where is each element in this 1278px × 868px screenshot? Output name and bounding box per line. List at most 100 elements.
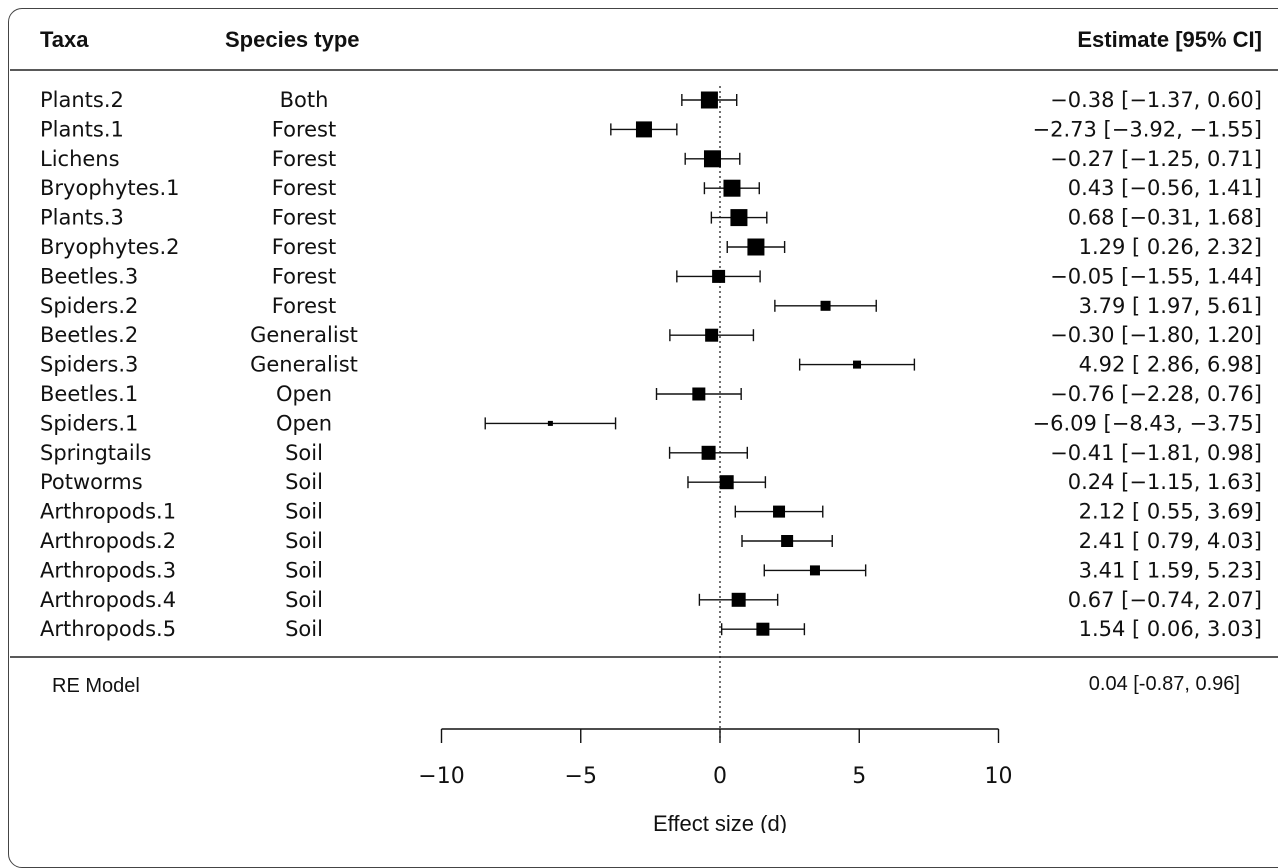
study-row: Plants.1 Forest −2.73 [−3.92, −1.55] <box>40 117 1262 141</box>
estimate-square <box>700 91 718 109</box>
species-type-label: Soil <box>285 558 323 582</box>
estimate-square <box>853 360 862 369</box>
estimate-square <box>809 565 820 576</box>
estimate-text: −0.27 [−1.25, 0.71] <box>1050 147 1262 171</box>
estimate-text: 0.68 [−0.31, 1.68] <box>1068 206 1262 230</box>
taxa-label: Arthropods.2 <box>40 529 176 553</box>
species-type-label: Forest <box>272 117 336 141</box>
estimate-text: −0.41 [−1.81, 0.98] <box>1050 441 1262 465</box>
taxa-label: Bryophytes.2 <box>40 235 180 259</box>
x-tick-label: 10 <box>985 764 1013 789</box>
study-row: Plants.3 Forest 0.68 [−0.31, 1.68] <box>40 206 1262 230</box>
estimate-square <box>703 150 721 168</box>
species-type-label: Soil <box>285 470 323 494</box>
species-type-label: Soil <box>285 588 323 612</box>
estimate-text: −0.30 [−1.80, 1.20] <box>1050 323 1262 347</box>
species-type-label: Forest <box>272 294 336 318</box>
study-row: Potworms Soil 0.24 [−1.15, 1.63] <box>40 470 1262 494</box>
estimate-square <box>705 328 719 342</box>
header-species-type: Species type <box>225 27 360 52</box>
species-type-label: Soil <box>285 441 323 465</box>
species-type-label: Forest <box>272 147 336 171</box>
taxa-label: Spiders.1 <box>40 411 138 435</box>
x-tick-label: 5 <box>852 764 866 789</box>
taxa-label: Plants.3 <box>40 206 124 230</box>
species-type-label: Both <box>280 88 329 112</box>
estimate-square <box>719 475 734 490</box>
estimate-square <box>756 622 770 636</box>
estimate-square <box>731 592 746 607</box>
species-type-label: Open <box>276 382 332 406</box>
study-row: Spiders.2 Forest 3.79 [ 1.97, 5.61] <box>40 294 1262 318</box>
estimate-square <box>747 238 765 256</box>
species-type-label: Soil <box>285 500 323 524</box>
species-type-label: Forest <box>272 235 336 259</box>
estimate-square <box>692 387 706 401</box>
estimate-square <box>723 179 741 197</box>
taxa-label: Plants.1 <box>40 117 124 141</box>
estimate-text: 1.29 [ 0.26, 2.32] <box>1079 235 1262 259</box>
x-tick-label: −5 <box>565 764 597 789</box>
study-row: Arthropods.1 Soil 2.12 [ 0.55, 3.69] <box>40 500 1262 524</box>
estimate-text: 1.54 [ 0.06, 3.03] <box>1079 617 1262 641</box>
estimate-text: 2.12 [ 0.55, 3.69] <box>1079 500 1262 524</box>
taxa-label: Arthropods.3 <box>40 558 176 582</box>
species-type-label: Forest <box>272 176 336 200</box>
estimate-text: 4.92 [ 2.86, 6.98] <box>1079 353 1262 377</box>
species-type-label: Generalist <box>250 323 358 347</box>
species-type-label: Forest <box>272 206 336 230</box>
x-tick-label: 0 <box>713 764 727 789</box>
study-row: Spiders.1 Open −6.09 [−8.43, −3.75] <box>40 411 1262 435</box>
study-row: Springtails Soil −0.41 [−1.81, 0.98] <box>40 441 1262 465</box>
estimate-text: 0.67 [−0.74, 2.07] <box>1068 588 1262 612</box>
estimate-text: −0.05 [−1.55, 1.44] <box>1050 264 1262 288</box>
study-row: Bryophytes.1 Forest 0.43 [−0.56, 1.41] <box>40 176 1262 200</box>
taxa-label: Lichens <box>40 147 120 171</box>
study-row: Bryophytes.2 Forest 1.29 [ 0.26, 2.32] <box>40 235 1262 259</box>
taxa-label: Bryophytes.1 <box>40 176 180 200</box>
taxa-label: Spiders.2 <box>40 294 138 318</box>
taxa-label: Arthropods.5 <box>40 617 176 641</box>
estimate-square <box>712 269 726 283</box>
forest-plot: Taxa Species type Estimate [95% CI] Plan… <box>10 27 1278 833</box>
taxa-label: Beetles.1 <box>40 382 138 406</box>
study-row: Arthropods.5 Soil 1.54 [ 0.06, 3.03] <box>40 617 1262 641</box>
estimate-text: 3.41 [ 1.59, 5.23] <box>1079 558 1262 582</box>
x-axis: −10 −5 0 5 10 <box>418 728 1013 789</box>
estimate-square <box>635 121 652 138</box>
taxa-label: Spiders.3 <box>40 353 138 377</box>
estimate-square <box>730 209 748 227</box>
estimate-text: −6.09 [−8.43, −3.75] <box>1033 411 1262 435</box>
estimate-text: 0.24 [−1.15, 1.63] <box>1068 470 1262 494</box>
taxa-label: Beetles.2 <box>40 323 138 347</box>
estimate-square <box>701 445 716 460</box>
taxa-label: Springtails <box>40 441 151 465</box>
taxa-label: Arthropods.4 <box>40 588 176 612</box>
estimate-text: −0.38 [−1.37, 0.60] <box>1050 88 1262 112</box>
estimate-square <box>547 420 553 426</box>
species-type-label: Soil <box>285 617 323 641</box>
estimate-square <box>773 505 786 518</box>
study-row: Plants.2 Both −0.38 [−1.37, 0.60] <box>40 88 1262 112</box>
study-rows: Plants.2 Both −0.38 [−1.37, 0.60] Plants.1 F… <box>40 88 1262 641</box>
x-axis-label: Effect size (d) <box>653 811 787 833</box>
study-row: Beetles.3 Forest −0.05 [−1.55, 1.44] <box>40 264 1262 288</box>
species-type-label: Forest <box>272 264 336 288</box>
summary-estimate-text: 0.04 [-0.87, 0.96] <box>1089 673 1240 695</box>
estimate-square <box>781 535 794 547</box>
header-taxa: Taxa <box>40 27 89 52</box>
estimate-text: 2.41 [ 0.79, 4.03] <box>1079 529 1262 553</box>
species-type-label: Generalist <box>250 353 358 377</box>
estimate-text: 0.43 [−0.56, 1.41] <box>1068 176 1262 200</box>
study-row: Arthropods.2 Soil 2.41 [ 0.79, 4.03] <box>40 529 1262 553</box>
x-tick-label: −10 <box>418 764 464 789</box>
taxa-label: Arthropods.1 <box>40 500 176 524</box>
study-row: Arthropods.4 Soil 0.67 [−0.74, 2.07] <box>40 588 1262 612</box>
species-type-label: Soil <box>285 529 323 553</box>
study-row: Beetles.1 Open −0.76 [−2.28, 0.76] <box>40 382 1262 406</box>
study-row: Lichens Forest −0.27 [−1.25, 0.71] <box>40 147 1262 171</box>
study-row: Beetles.2 Generalist −0.30 [−1.80, 1.20] <box>40 323 1262 347</box>
header-estimate: Estimate [95% CI] <box>1077 27 1262 52</box>
taxa-label: Plants.2 <box>40 88 124 112</box>
summary-label: RE Model <box>52 675 140 697</box>
